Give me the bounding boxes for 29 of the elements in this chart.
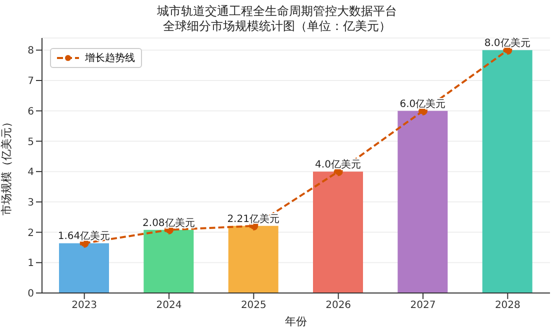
chart-subtitle: 全球细分市场规模统计图（单位：亿美元） — [162, 19, 392, 34]
y-tick-label: 0 — [28, 288, 34, 300]
bar — [482, 50, 532, 293]
y-axis-title: 市场规模（亿美元） — [0, 116, 13, 216]
y-tick-label: 7 — [28, 76, 34, 88]
y-tick-label: 8 — [28, 46, 34, 57]
data-label: 2.08亿美元 — [142, 216, 195, 229]
bar — [59, 243, 109, 293]
y-tick-label: 1 — [28, 258, 34, 270]
bar — [228, 226, 278, 293]
x-tick-label: 2025 — [240, 300, 266, 312]
x-axis-title: 年份 — [285, 315, 307, 328]
bar — [144, 230, 194, 293]
chart-title: 城市轨道交通工程全生命周期管控大数据平台 — [156, 4, 398, 19]
y-tick-label: 3 — [28, 197, 34, 208]
y-tick-label: 6 — [28, 106, 34, 118]
bar — [398, 110, 448, 293]
legend-label: 增长趋势线 — [85, 52, 135, 65]
x-tick-label: 2024 — [156, 300, 182, 312]
x-tick-label: 2027 — [410, 300, 436, 312]
x-tick-label: 2023 — [72, 300, 98, 312]
data-label: 2.21亿美元 — [227, 212, 280, 225]
x-tick-label: 2028 — [494, 300, 520, 312]
y-tick-label: 2 — [28, 228, 34, 239]
y-tick-label: 4 — [28, 167, 34, 178]
data-label: 8.0亿美元 — [484, 37, 530, 50]
y-tick-label: 5 — [28, 136, 34, 148]
x-tick-label: 2026 — [326, 300, 352, 312]
bar — [313, 172, 363, 293]
